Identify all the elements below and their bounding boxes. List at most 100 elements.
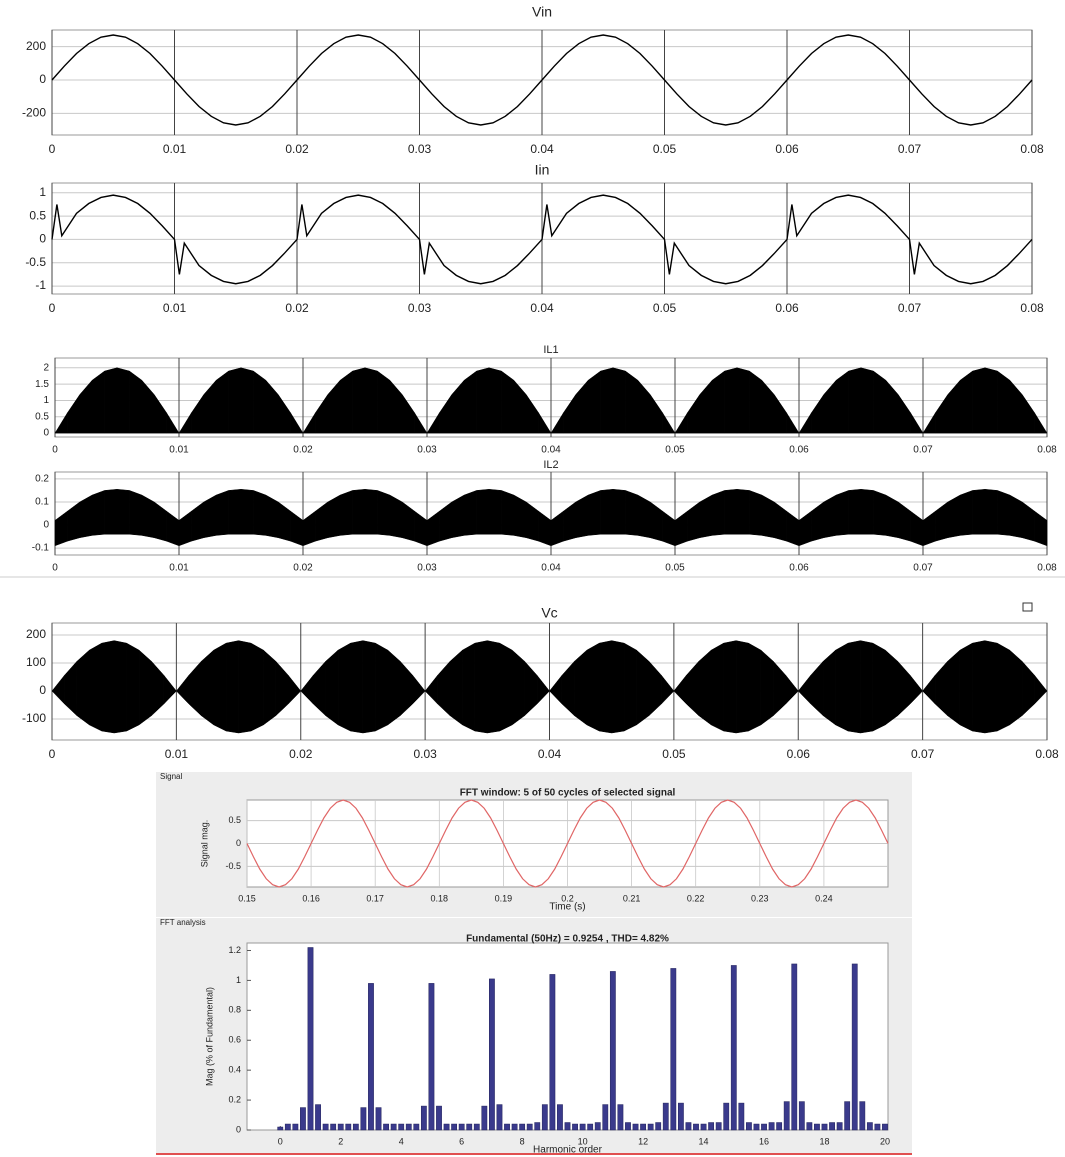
bar (655, 1122, 662, 1131)
area-segment (129, 490, 143, 536)
y-tick-label: -0.5 (25, 255, 46, 269)
area-segment (637, 494, 651, 539)
x-tick-label: 0.04 (541, 445, 561, 456)
area-segment (723, 640, 737, 734)
x-tick-label: 0 (278, 1136, 283, 1146)
x-tick-label: 0 (49, 142, 56, 156)
area-segment (710, 642, 724, 732)
y-tick-label: 1 (39, 185, 46, 199)
bar (284, 1123, 291, 1131)
area-segment (225, 640, 239, 734)
y-tick-label: 1 (236, 975, 241, 985)
area-segment (1009, 649, 1023, 726)
area-segment (501, 370, 515, 434)
x-tick-label: 0.03 (417, 563, 437, 574)
bar (352, 1123, 359, 1131)
area-segment (625, 370, 639, 434)
area-segment (847, 640, 861, 734)
area-segment (387, 649, 401, 726)
y-tick-label: 0 (236, 838, 241, 848)
y-axis-label: Signal mag. (199, 820, 209, 868)
area-segment (575, 494, 589, 539)
area-segment (412, 674, 426, 705)
x-tick-label: 0.04 (530, 301, 554, 315)
area-segment (636, 649, 650, 726)
chart-title: FFT window: 5 of 50 cycles of selected s… (460, 788, 676, 799)
bar (723, 1102, 730, 1131)
bar (791, 963, 798, 1131)
bar (625, 1122, 631, 1131)
area-segment (749, 370, 763, 434)
x-tick-label: 0.05 (653, 301, 677, 315)
area-segment (362, 640, 376, 734)
y-tick-label: -1 (35, 278, 46, 292)
chart-title: Fundamental (50Hz) = 0.9254 , THD= 4.82% (466, 934, 669, 945)
bar (398, 1123, 405, 1131)
area-segment (885, 494, 899, 539)
x-tick-label: 0.08 (1020, 142, 1044, 156)
area-segment (377, 490, 391, 536)
area-segment (352, 367, 366, 434)
area-segment (587, 490, 601, 536)
bar (277, 1126, 284, 1131)
x-tick-label: 0.08 (1035, 747, 1059, 761)
x-tick-label: 0.06 (789, 563, 809, 574)
area-segment (389, 494, 403, 539)
x-tick-label: 0.05 (662, 747, 686, 761)
area-segment (91, 370, 105, 434)
area-segment (203, 494, 217, 539)
area-segment (997, 370, 1011, 434)
bar (511, 1123, 518, 1131)
bar (821, 1123, 828, 1131)
area-segment (337, 642, 351, 732)
area-segment (113, 640, 127, 734)
bar (383, 1123, 389, 1131)
bar (685, 1122, 692, 1131)
bar (776, 1122, 783, 1131)
area-segment (89, 642, 102, 732)
area-segment (786, 411, 800, 434)
area-segment (250, 642, 264, 732)
x-tick-label: 0.05 (665, 445, 685, 456)
bar (458, 1123, 465, 1131)
area-segment (749, 490, 763, 536)
y-tick-label: 0.5 (35, 411, 49, 422)
area-segment (984, 489, 998, 535)
x-tick-label: 8 (520, 1136, 525, 1146)
y-tick-label: 0 (43, 428, 49, 439)
x-tick-label: 0.07 (898, 142, 922, 156)
area-segment (474, 640, 488, 734)
area-segment (997, 642, 1010, 732)
bar (677, 1102, 684, 1131)
bar (443, 1123, 450, 1131)
x-tick-label: 0.06 (775, 142, 799, 156)
area-segment (711, 370, 725, 434)
x-tick-label: 16 (759, 1136, 769, 1146)
bar (746, 1122, 752, 1131)
x-tick-label: 0.18 (431, 893, 449, 903)
x-tick-label: 0 (52, 445, 58, 456)
x-tick-label: 0.01 (163, 142, 187, 156)
x-tick-label: 0.06 (775, 301, 799, 315)
bar (662, 1102, 669, 1131)
area-segment (735, 640, 749, 734)
area-segment (711, 490, 725, 536)
bar (587, 1123, 594, 1131)
area-segment (760, 649, 774, 726)
area-segment (265, 494, 279, 539)
area-segment (290, 411, 304, 434)
x-tick-label: 0.17 (366, 893, 384, 903)
bar (504, 1123, 510, 1131)
area-segment (104, 367, 118, 434)
bar (806, 1122, 813, 1131)
x-tick-label: 0.03 (417, 445, 437, 456)
area-segment (488, 367, 502, 434)
x-tick-label: 0.07 (913, 445, 933, 456)
area-segment (253, 490, 267, 536)
bar (738, 1102, 745, 1131)
x-tick-label: 0.04 (530, 142, 554, 156)
x-tick-label: 0.16 (302, 893, 320, 903)
area-segment (163, 674, 177, 705)
y-tick-label: 0.4 (228, 1065, 241, 1075)
bar (851, 963, 858, 1131)
